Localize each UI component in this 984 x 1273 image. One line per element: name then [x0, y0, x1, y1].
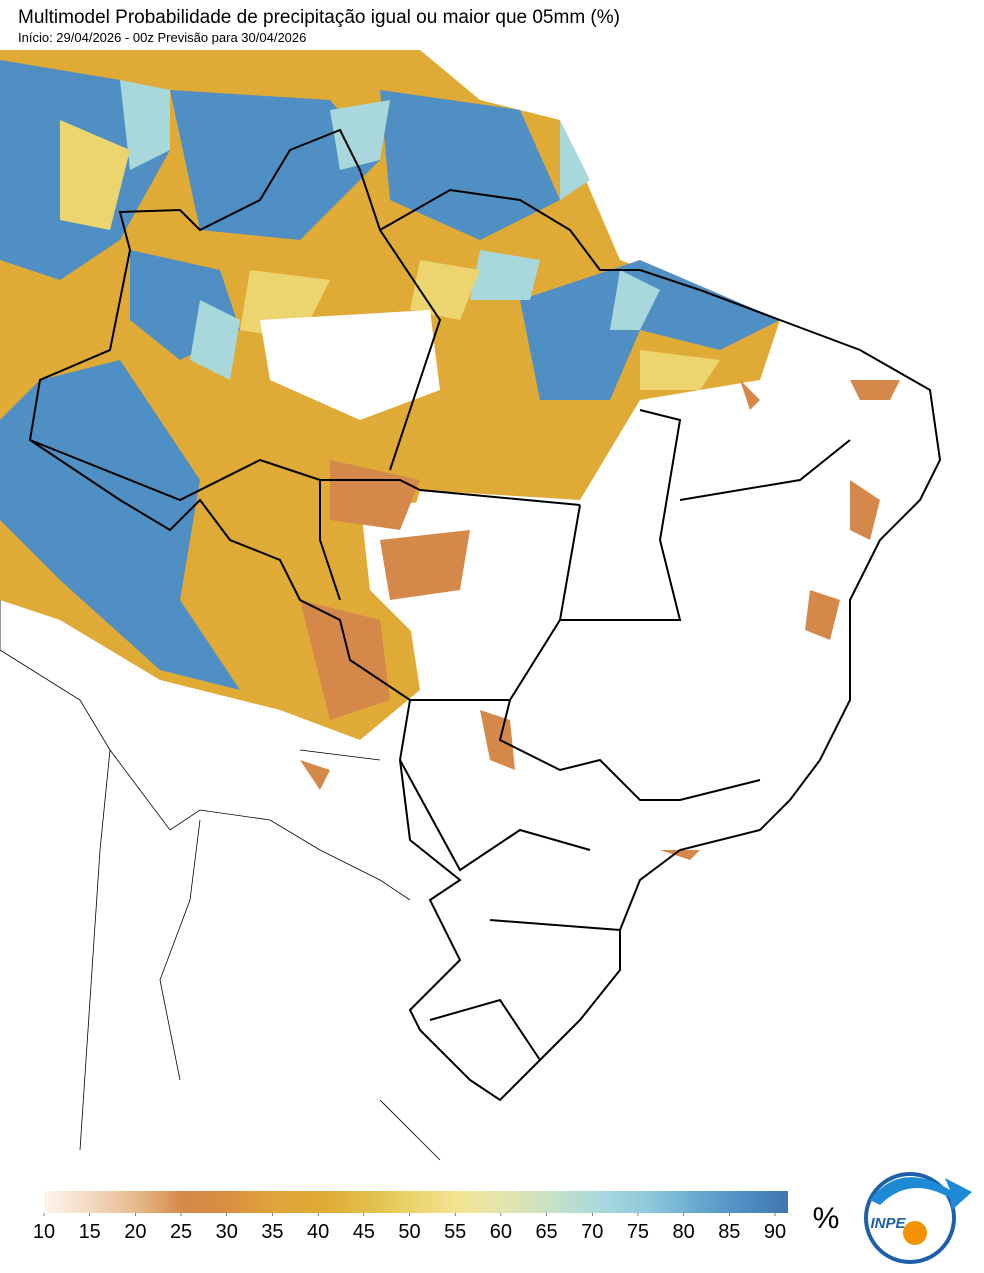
map-subtitle: Início: 29/04/2026 - 00z Previsão para 3… — [18, 30, 306, 45]
logo-text: INPE — [870, 1215, 906, 1232]
colorbar-tick-label: 80 — [673, 1221, 695, 1243]
colorbar-ramp — [44, 1191, 788, 1213]
colorbar-tick-label: 45 — [353, 1221, 375, 1243]
colorbar-tick-label: 75 — [627, 1221, 649, 1243]
field-85 — [0, 60, 780, 690]
map — [0, 50, 942, 1161]
logo-ring — [864, 1172, 956, 1264]
colorbar-tick-label: 70 — [581, 1221, 603, 1243]
field-50 — [60, 120, 720, 390]
colorbar-unit: % — [813, 1202, 840, 1235]
colorbar-tick-label: 35 — [261, 1221, 283, 1243]
colorbar-tick-label: 15 — [79, 1221, 101, 1243]
logo: INPE — [864, 1172, 972, 1264]
logo-arrow — [870, 1177, 972, 1210]
colorbar-tick-label: 60 — [490, 1221, 512, 1243]
colorbar: % 10 15 20 25 30 35 40 45 50 55 60 65 70 75 80 85 90 — [33, 1191, 839, 1243]
colorbar-tick-label: 40 — [307, 1221, 329, 1243]
colorbar-tick-label: 90 — [764, 1221, 786, 1243]
colorbar-tick-label: 55 — [444, 1221, 466, 1243]
logo-sun — [903, 1221, 927, 1245]
field-low — [260, 310, 560, 640]
colorbar-tick-label: 25 — [170, 1221, 192, 1243]
colorbar-tick-label: 20 — [124, 1221, 146, 1243]
colorbar-tick-label: 85 — [718, 1221, 740, 1243]
colorbar-tick-label: 50 — [398, 1221, 420, 1243]
map-title: Multimodel Probabilidade de precipitação… — [18, 7, 620, 28]
colorbar-tick-label: 10 — [33, 1221, 55, 1243]
colorbar-tick-label: 65 — [535, 1221, 557, 1243]
colorbar-tick-label: 30 — [216, 1221, 238, 1243]
